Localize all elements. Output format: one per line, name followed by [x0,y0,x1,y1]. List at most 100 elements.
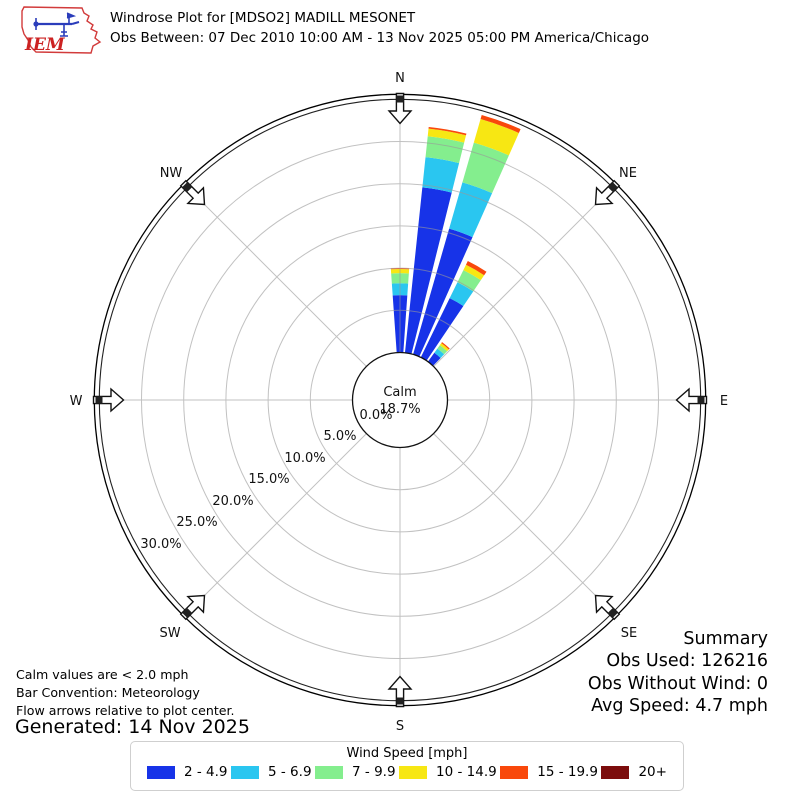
calm-value: 18.7% [379,402,420,417]
ring-label-30: 30.0% [140,537,181,552]
flow-arrow [179,179,206,206]
windrose-bar-segment [465,260,487,276]
plot-title: Windrose Plot for [MDSO2] MADILL MESONET [110,10,416,26]
summary-obs-used: Obs Used: 126216 [606,651,768,672]
wind-speed-legend: Wind Speed [mph] 2 - 4.9 5 - 6.9 7 - 9.9 10… [130,741,684,791]
legend-item-4: 15 - 19.9 [500,764,598,780]
calm-circle [351,351,449,449]
compass-label-se: SE [621,626,637,641]
flow-arrow [387,675,413,708]
plot-title-block: Windrose Plot for [MDSO2] MADILL MESONET… [110,9,649,48]
legend-item-1: 5 - 6.9 [231,764,312,780]
windrose-bar-segment [413,228,473,357]
flow-arrow-base [182,607,193,618]
legend-item-2: 7 - 9.9 [315,764,396,780]
calm-center-labels: Calm 18.7% [379,385,420,417]
windrose-bar-segment [439,343,449,352]
note-flow-arrows: Flow arrows relative to plot center. [16,703,235,718]
legend-label-2: 7 - 9.9 [352,764,396,780]
flow-arrow [675,387,708,413]
windrose-bar-segment [420,298,464,361]
iem-logo: IEM [21,6,102,55]
ring-label-25: 25.0% [176,515,217,530]
calm-label: Calm [383,385,416,400]
windrose-bar-segment [449,182,493,238]
ring-label-20: 20.0% [212,494,253,509]
flow-arrow [179,594,206,621]
summary-title: Summary [683,629,768,649]
legend-item-3: 10 - 14.9 [399,764,497,780]
legend-swatch-0 [147,765,175,779]
generated-date: Generated: 14 Nov 2025 [15,716,250,738]
flow-arrow-base [396,697,404,705]
legend-title: Wind Speed [mph] [346,746,468,761]
compass-label-s: S [396,719,404,734]
summary-block: Summary Obs Used: 126216 Obs Without Win… [588,628,768,717]
legend-swatch-3 [399,765,428,779]
legend-label-3: 10 - 14.9 [436,764,497,780]
windrose-bar-segment [473,119,519,156]
windrose-bar-segment [463,264,485,281]
flow-arrow-base [182,182,193,193]
windrose-bar-segment [457,270,481,292]
grid-spoke [187,187,367,367]
legend-label-4: 15 - 19.9 [537,764,598,780]
compass-label-w: W [70,394,83,409]
windrose-bar-segment [449,282,474,307]
windrose-bar-segment [425,136,465,164]
windrose-bars [390,115,521,366]
windrose-bar-segment [437,345,448,355]
legend-label-0: 2 - 4.9 [184,764,228,780]
grid-spoke [433,187,613,367]
compass-label-e: E [720,394,728,409]
windrose-bar-segment [441,342,450,350]
legend-item-0: 2 - 4.9 [147,764,228,780]
flow-arrow [594,179,621,206]
flow-arrow-base [95,396,103,404]
windrose-bar-segment [462,142,509,194]
windrose-generated-geometry [92,92,708,708]
plot-notes: Calm values are < 2.0 mph Bar Convention… [16,666,235,720]
grid-spoke [187,433,367,613]
flow-arrow-base [607,607,618,618]
ring-label-0: 0.0% [359,408,392,423]
legend-swatch-5 [601,765,630,779]
compass-labels: N NE E SE S SW W NW [70,71,729,734]
ring-label-10: 10.0% [284,451,325,466]
legend-swatch-4 [500,765,529,779]
compass-label-ne: NE [619,166,637,181]
flow-arrow [387,92,413,125]
legend-item-5: 20+ [601,764,667,780]
windrose-bar-segment [428,126,467,136]
flow-arrow [594,594,621,621]
compass-label-n: N [395,71,405,86]
compass-label-nw: NW [160,166,183,181]
plot-subtitle: Obs Between: 07 Dec 2010 10:00 AM - 13 N… [110,29,650,46]
legend-label-5: 20+ [638,764,667,780]
flow-arrow [92,387,125,413]
flow-arrows [92,92,708,708]
flow-arrow-base [697,396,705,404]
ring-tick-labels: 0.0% 5.0% 10.0% 15.0% 20.0% 25.0% 30.0% [140,408,392,552]
windrose-bar-segment [480,115,521,134]
grid-spoke [433,433,613,613]
compass-label-sw: SW [159,626,180,641]
note-bar-convention: Bar Convention: Meteorology [16,685,200,700]
ring-label-5: 5.0% [323,429,356,444]
legend-swatch-1 [231,765,260,779]
summary-avg-speed: Avg Speed: 4.7 mph [591,695,768,716]
windrose-bar-segment [427,128,467,143]
polar-grid [99,99,701,701]
weather-vane-icon [33,12,80,37]
logo-iem-text: IEM [24,35,66,55]
legend-items: 2 - 4.9 5 - 6.9 7 - 9.9 10 - 14.9 15 - 19.9 2… [131,761,683,780]
windrose-bar-segment [427,352,441,366]
windrose-bar-segment [422,157,460,193]
legend-swatch-2 [315,765,344,779]
flow-arrow-base [607,182,618,193]
iowa-outline [21,6,102,54]
ring-label-15: 15.0% [248,472,289,487]
note-calm-values: Calm values are < 2.0 mph [16,667,189,682]
